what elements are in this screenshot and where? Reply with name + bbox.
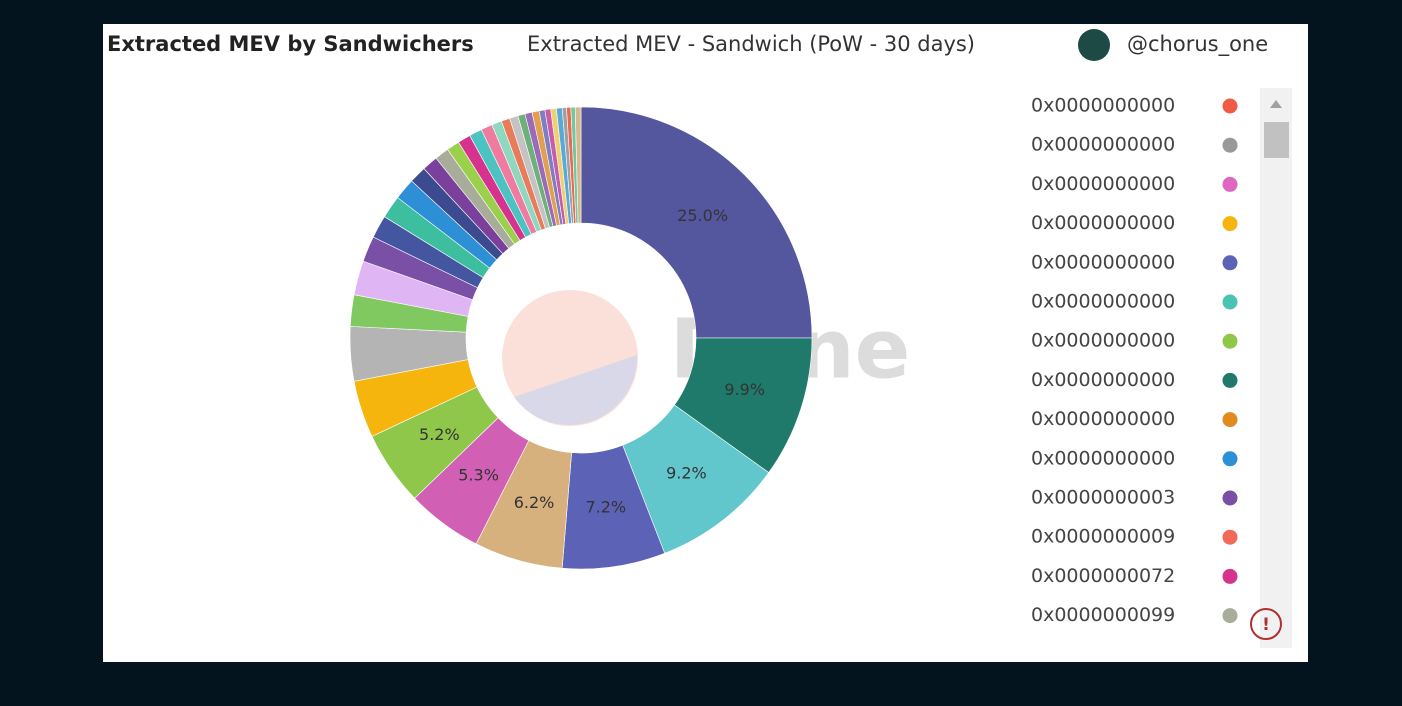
legend-label: 0x0000000000 xyxy=(1031,447,1175,469)
legend-swatch xyxy=(1222,216,1238,232)
legend-label: 0x0000000000 xyxy=(1031,95,1175,117)
scroll-thumb[interactable] xyxy=(1264,122,1289,158)
legend-swatch xyxy=(1222,490,1238,506)
center-preview xyxy=(502,290,638,426)
chart-title: Extracted MEV by Sandwichers xyxy=(107,32,474,56)
chart-subtitle: Extracted MEV - Sandwich (PoW - 30 days) xyxy=(527,32,975,56)
legend-label: 0x0000000099 xyxy=(1031,604,1175,626)
value-label: 9.9% xyxy=(724,380,765,399)
author: @chorus_one xyxy=(1127,32,1268,57)
slice xyxy=(580,106,813,339)
legend-label: 0x0000000000 xyxy=(1031,251,1175,273)
scrollbar[interactable] xyxy=(1260,88,1292,648)
value-label: 5.3% xyxy=(458,466,499,485)
warning-icon[interactable] xyxy=(1250,608,1282,640)
value-label: 5.2% xyxy=(419,425,460,444)
value-label: 25.0% xyxy=(677,206,728,225)
value-label: 6.2% xyxy=(514,493,555,512)
legend-label: 0x0000000000 xyxy=(1031,134,1175,156)
legend-swatch xyxy=(1222,137,1238,153)
author-avatar xyxy=(1078,29,1110,61)
legend-label: 0x0000000003 xyxy=(1031,487,1175,509)
value-label: 7.2% xyxy=(585,498,626,517)
legend-label: 0x0000000000 xyxy=(1031,173,1175,195)
legend-swatch xyxy=(1222,333,1238,349)
legend-label: 0x0000000000 xyxy=(1031,212,1175,234)
legend-swatch xyxy=(1222,294,1238,310)
legend-swatch xyxy=(1222,372,1238,388)
legend-label: 0x0000000000 xyxy=(1031,369,1175,391)
legend: 0x0000000000 0x0000000000 0x0000000000 0x00… xyxy=(1031,95,1175,627)
legend-swatch xyxy=(1222,98,1238,114)
legend-swatch xyxy=(1222,529,1238,545)
legend-swatch xyxy=(1222,255,1238,271)
warning-mark: ! xyxy=(1262,615,1270,635)
legend-label: 0x0000000000 xyxy=(1031,408,1175,430)
legend-label: 0x0000000072 xyxy=(1031,565,1175,587)
legend-label: 0x0000000000 xyxy=(1031,330,1175,352)
donut xyxy=(349,106,813,570)
preview-slice xyxy=(514,355,638,426)
slice xyxy=(574,106,582,224)
scroll-up[interactable] xyxy=(1270,100,1282,108)
legend-label: 0x0000000009 xyxy=(1031,526,1175,548)
legend-label: 0x0000000000 xyxy=(1031,291,1175,313)
value-label: 9.2% xyxy=(666,463,707,482)
legend-swatch xyxy=(1222,176,1238,192)
legend-swatch xyxy=(1222,412,1238,428)
legend-swatch xyxy=(1222,568,1238,584)
legend-swatch xyxy=(1222,451,1238,467)
legend-swatch xyxy=(1222,608,1238,624)
